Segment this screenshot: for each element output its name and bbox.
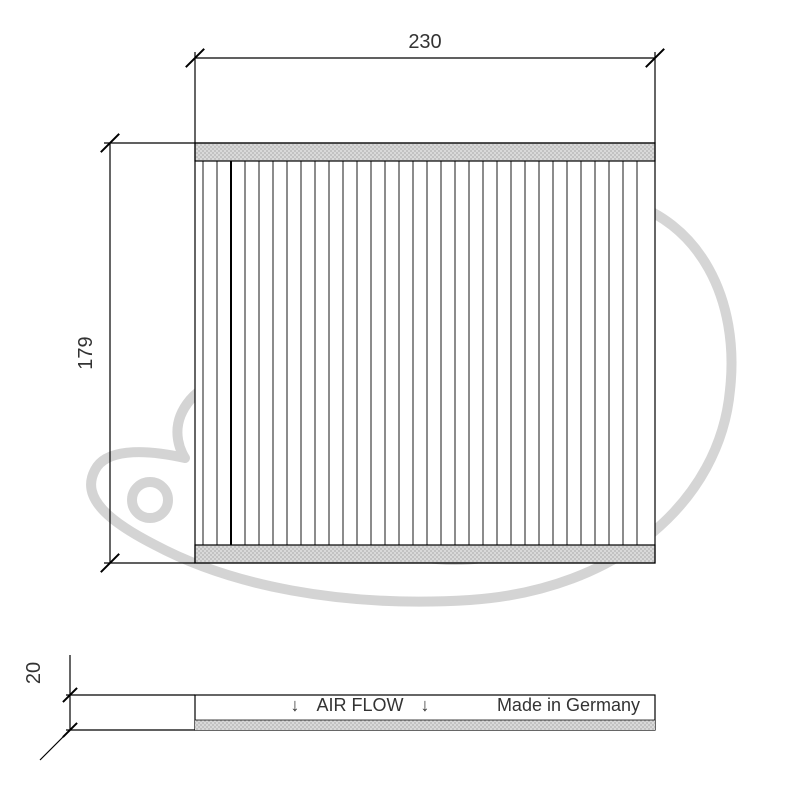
dim-depth-label: 20 xyxy=(23,662,45,684)
filter-top-view xyxy=(195,143,655,563)
airflow-arrow: ↓ xyxy=(291,695,300,715)
filter-side-view: ↓ AIR FLOW ↓ Made in Germany xyxy=(195,695,655,730)
dim-height-label: 179 xyxy=(75,336,97,369)
dim-width-label: 230 xyxy=(408,31,441,53)
airflow-label: AIR FLOW xyxy=(316,695,403,715)
airflow-arrow: ↓ xyxy=(421,695,430,715)
origin-label: Made in Germany xyxy=(497,695,640,715)
